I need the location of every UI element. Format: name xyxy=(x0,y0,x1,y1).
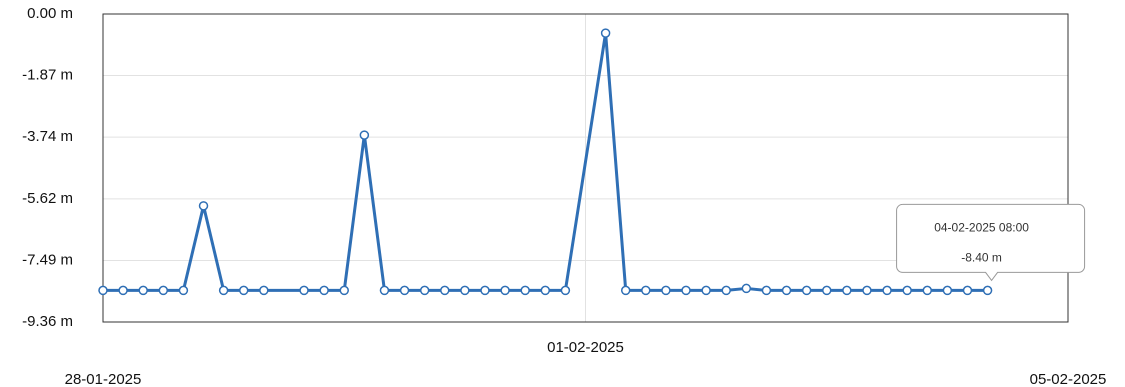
point-marker xyxy=(359,130,370,140)
point-marker xyxy=(138,285,148,296)
point-marker xyxy=(319,285,329,296)
point-marker xyxy=(178,285,189,296)
point-marker xyxy=(259,285,269,296)
point-marker xyxy=(801,285,812,296)
y-tick-label: -3.74 m xyxy=(22,128,73,145)
point-marker xyxy=(540,285,551,296)
point-marker xyxy=(902,285,912,296)
point-marker xyxy=(238,285,249,296)
point-marker xyxy=(218,285,229,296)
y-tick-label: -7.49 m xyxy=(22,251,73,268)
point-marker xyxy=(781,285,792,296)
point-marker xyxy=(118,285,128,296)
point-marker xyxy=(701,285,711,296)
point-marker xyxy=(560,285,571,296)
tooltip-box xyxy=(896,203,1086,282)
point-marker xyxy=(460,285,470,296)
point-marker xyxy=(982,285,993,296)
point-marker xyxy=(942,285,953,296)
y-tick-label: 0.00 m xyxy=(27,5,73,22)
tooltip: 04-02-2025 08:00 -8.40 m xyxy=(896,203,1086,282)
point-marker xyxy=(721,285,731,296)
x-tick-label: 01-02-2025 xyxy=(547,339,624,356)
point-marker xyxy=(158,285,169,296)
point-marker xyxy=(520,285,530,296)
point-marker xyxy=(620,285,631,296)
tooltip-title: 04-02-2025 08:00 xyxy=(934,221,1029,235)
point-marker xyxy=(339,285,349,296)
point-marker xyxy=(681,285,691,296)
point-marker xyxy=(299,285,309,296)
point-marker xyxy=(882,285,892,296)
y-tick-label: -9.36 m xyxy=(22,313,73,330)
point-marker xyxy=(922,285,933,296)
tooltip-value: -8.40 m xyxy=(961,251,1002,265)
x-tick-label: 05-02-2025 xyxy=(1030,371,1107,387)
point-marker xyxy=(399,285,410,296)
y-tick-label: -5.62 m xyxy=(22,190,73,207)
point-marker xyxy=(440,285,450,296)
point-marker xyxy=(822,285,832,296)
point-marker xyxy=(480,285,490,296)
point-marker xyxy=(842,285,852,296)
point-marker xyxy=(661,285,671,296)
point-marker xyxy=(741,283,752,294)
point-marker xyxy=(761,285,772,296)
x-tick-label: 28-01-2025 xyxy=(65,371,142,387)
y-tick-label: -1.87 m xyxy=(22,67,73,84)
point-marker xyxy=(198,201,209,211)
point-marker xyxy=(500,285,510,296)
point-marker xyxy=(962,285,973,296)
point-marker xyxy=(379,285,390,296)
point-marker xyxy=(98,285,108,296)
point-marker xyxy=(641,285,651,296)
point-marker xyxy=(600,28,611,38)
point-marker xyxy=(419,285,430,296)
point-marker xyxy=(862,285,872,296)
plot-border xyxy=(102,13,1069,323)
